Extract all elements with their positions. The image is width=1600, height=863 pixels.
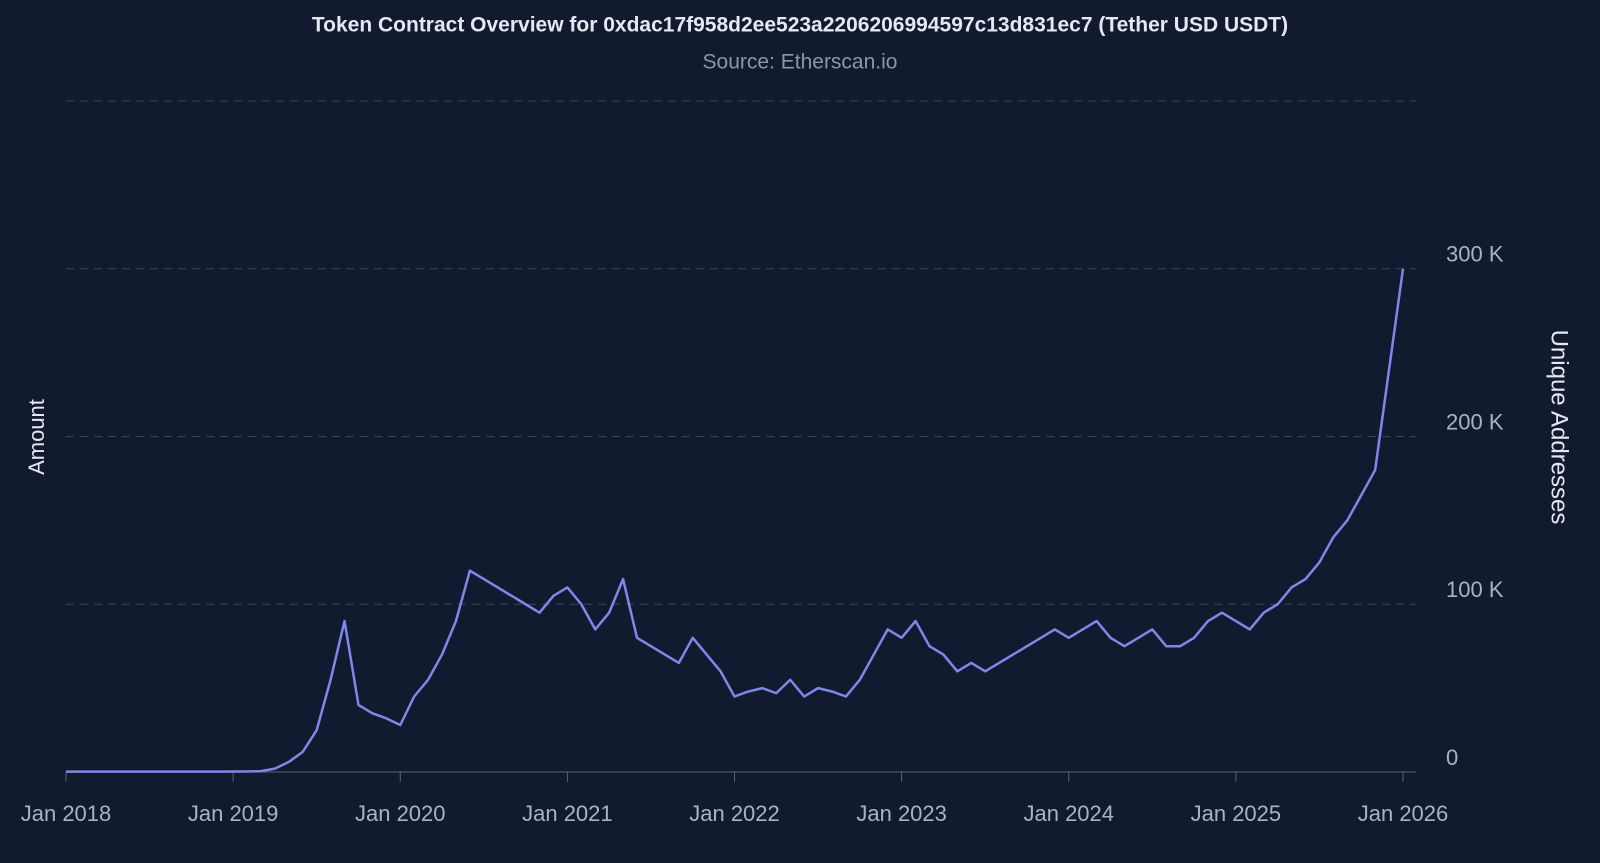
chart-subtitle: Source: Etherscan.io: [703, 51, 898, 74]
x-tick-label: Jan 2021: [522, 801, 613, 826]
x-tick-label: Jan 2026: [1358, 801, 1449, 826]
y-tick-label: 100 K: [1446, 577, 1504, 602]
x-tick-label: Jan 2024: [1023, 801, 1114, 826]
data-line: [66, 268, 1405, 773]
x-tick-label: Jan 2019: [188, 801, 279, 826]
x-tick-label: Jan 2023: [856, 801, 947, 826]
y-axis-title-left: Amount: [24, 399, 49, 475]
y-axis-title-right: Unique Addresses: [1546, 330, 1573, 525]
y-tick-label: 200 K: [1446, 409, 1504, 434]
chart-title: Token Contract Overview for 0xdac17f958d…: [312, 14, 1288, 37]
x-tick-label: Jan 2025: [1191, 801, 1282, 826]
x-tick-label: Jan 2022: [689, 801, 780, 826]
x-tick-label: Jan 2020: [355, 801, 446, 826]
y-tick-label: 300 K: [1446, 242, 1504, 267]
x-tick-label: Jan 2018: [21, 801, 112, 826]
y-tick-label: 0: [1446, 745, 1458, 770]
